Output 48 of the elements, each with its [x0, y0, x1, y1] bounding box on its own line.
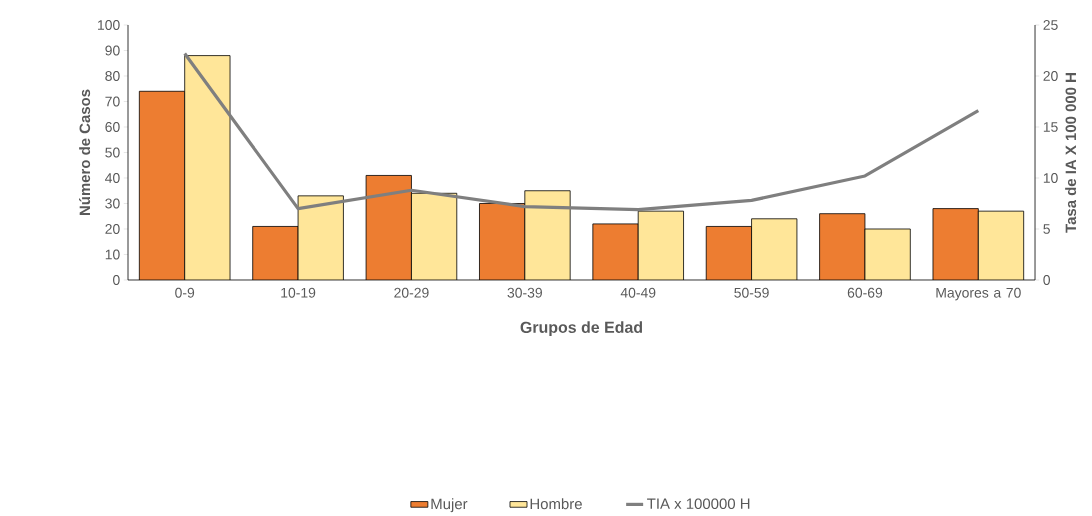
x-tick-label: 20-29 [394, 287, 429, 298]
y-tick-label: 10 [105, 249, 120, 260]
bar [864, 229, 911, 280]
x-tick-label: Mayores a 70 [936, 287, 1021, 301]
y2-tick-label: 5 [1043, 224, 1050, 234]
x-tick-label: 60-69 [847, 287, 883, 298]
line-series [183, 51, 980, 212]
y-tick-label: 80 [105, 71, 120, 81]
bar [751, 218, 797, 280]
y2-axis-title: Tasa de IA X 100 000 H [1065, 73, 1077, 233]
y-tick-label: 60 [105, 122, 120, 132]
y2-tick-label: 20 [1043, 71, 1058, 81]
y-tick-label: 50 [105, 147, 120, 158]
x-tick-label: 0-9 [175, 287, 195, 298]
y2-tick-label: 10 [1043, 173, 1058, 183]
bar [977, 210, 1025, 280]
bar [592, 223, 639, 280]
y-tick-label: 100 [98, 20, 120, 30]
x-tick-label: 40-49 [620, 287, 656, 298]
bar [706, 226, 752, 280]
bar [184, 55, 231, 280]
bar [638, 211, 684, 280]
y-tick-label: 0 [113, 275, 120, 285]
y2-tick-label: 25 [1043, 20, 1058, 30]
y2-tick-label: 0 [1043, 275, 1050, 285]
y2-tick-label: 15 [1043, 122, 1058, 132]
bar [139, 91, 185, 280]
y-tick-label: 70 [105, 96, 120, 107]
y-tick-label: 20 [105, 224, 120, 234]
y-tick-label: 30 [105, 198, 120, 209]
bar [411, 193, 457, 280]
bar [524, 190, 571, 280]
y-axis-title: Número de Casos [79, 89, 91, 216]
bar [932, 208, 979, 280]
legend-label: Hombre [530, 498, 582, 510]
bar [479, 203, 525, 280]
bar [252, 226, 299, 280]
x-tick-label: 50-59 [734, 287, 769, 298]
bar [366, 175, 412, 280]
x-tick-label: 30-39 [507, 287, 542, 298]
y-tick-label: 40 [105, 173, 120, 183]
x-tick-label: 10-19 [281, 287, 316, 298]
legend-label: Mujer [431, 498, 468, 513]
legend-label: TIA x 100000 H [647, 498, 750, 510]
bar [819, 213, 865, 280]
x-axis-title: Grupos de Edad [520, 321, 643, 337]
y-tick-label: 90 [105, 45, 120, 56]
bar [298, 195, 344, 280]
